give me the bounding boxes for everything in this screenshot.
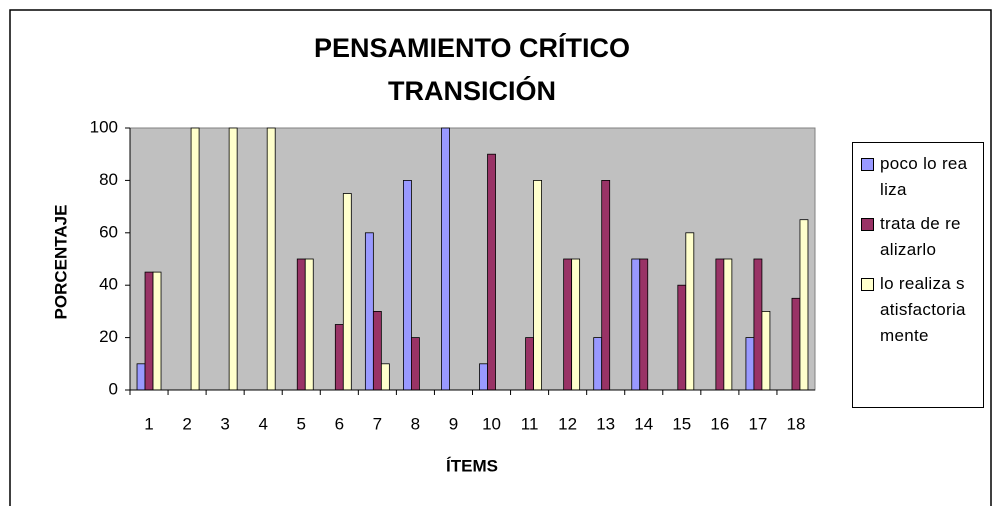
bar <box>441 127 450 391</box>
bar <box>380 363 390 391</box>
legend-swatch <box>861 158 874 171</box>
bar <box>364 232 374 391</box>
bar <box>571 258 581 391</box>
bar <box>334 324 344 391</box>
chart-title: PENSAMIENTO CRÍTICO <box>314 32 630 63</box>
x-tick-label: 8 <box>411 414 420 433</box>
x-tick-label: 4 <box>258 414 267 433</box>
bar <box>136 363 146 391</box>
x-tick-label: 7 <box>373 414 382 433</box>
y-tick-label: 60 <box>99 222 118 241</box>
bar <box>525 337 534 391</box>
y-tick-label: 0 <box>109 379 118 398</box>
bar <box>479 363 488 391</box>
bar <box>266 127 276 391</box>
bar <box>631 258 641 391</box>
legend-item: poco lo realiza <box>857 151 979 203</box>
bar <box>715 258 725 391</box>
bar <box>411 337 420 391</box>
x-tick-label: 18 <box>787 414 806 433</box>
legend-item: lo realiza satisfactoriamente <box>857 271 979 349</box>
bar <box>723 258 733 391</box>
bar <box>190 127 200 391</box>
y-tick-label: 100 <box>90 117 118 136</box>
legend: poco lo realiza trata de realizarlo lo rea… <box>852 142 984 408</box>
bar <box>677 284 687 391</box>
x-tick-label: 3 <box>220 414 229 433</box>
legend-swatch <box>861 278 874 291</box>
y-axis-label: PORCENTAJE <box>51 205 70 320</box>
bar <box>745 337 755 391</box>
bar <box>487 153 496 391</box>
x-tick-label: 11 <box>521 414 539 433</box>
bar <box>144 271 154 391</box>
bar <box>403 179 412 391</box>
bar <box>296 258 306 391</box>
legend-label: lo realiza satisfactoriamente <box>880 274 966 345</box>
legend-item: trata de realizarlo <box>857 211 979 263</box>
bar <box>639 258 649 391</box>
y-tick-label: 40 <box>99 275 118 294</box>
x-tick-label: 6 <box>335 414 344 433</box>
x-tick-label: 1 <box>144 414 153 433</box>
chart-title: TRANSICIÓN <box>388 75 556 106</box>
bar <box>533 179 542 391</box>
bar <box>753 258 763 391</box>
bar <box>791 297 801 391</box>
bar <box>228 127 238 391</box>
x-tick-label: 12 <box>558 414 577 433</box>
x-tick-label: 9 <box>449 414 458 433</box>
x-tick-label: 14 <box>634 414 653 433</box>
legend-swatch <box>861 218 874 231</box>
x-tick-label: 5 <box>297 414 306 433</box>
bar <box>799 219 809 391</box>
y-tick-label: 20 <box>99 327 118 346</box>
bar <box>563 258 573 391</box>
plot-area <box>129 127 816 391</box>
x-tick-label: 2 <box>182 414 191 433</box>
x-tick-label: 10 <box>482 414 501 433</box>
bar <box>593 337 603 391</box>
bar <box>601 179 611 391</box>
bar <box>372 310 382 391</box>
x-tick-label: 15 <box>672 414 691 433</box>
x-tick-label: 16 <box>710 414 729 433</box>
bar <box>342 193 352 391</box>
legend-label: poco lo realiza <box>880 154 968 199</box>
x-axis-label: ÍTEMS <box>446 456 498 475</box>
x-tick-label: 13 <box>596 414 615 433</box>
bar <box>304 258 314 391</box>
x-tick-label: 17 <box>748 414 767 433</box>
legend-label: trata de realizarlo <box>880 214 961 259</box>
y-tick-label: 80 <box>99 170 118 189</box>
bar <box>685 232 695 391</box>
bar <box>761 310 771 391</box>
bar <box>152 271 162 391</box>
